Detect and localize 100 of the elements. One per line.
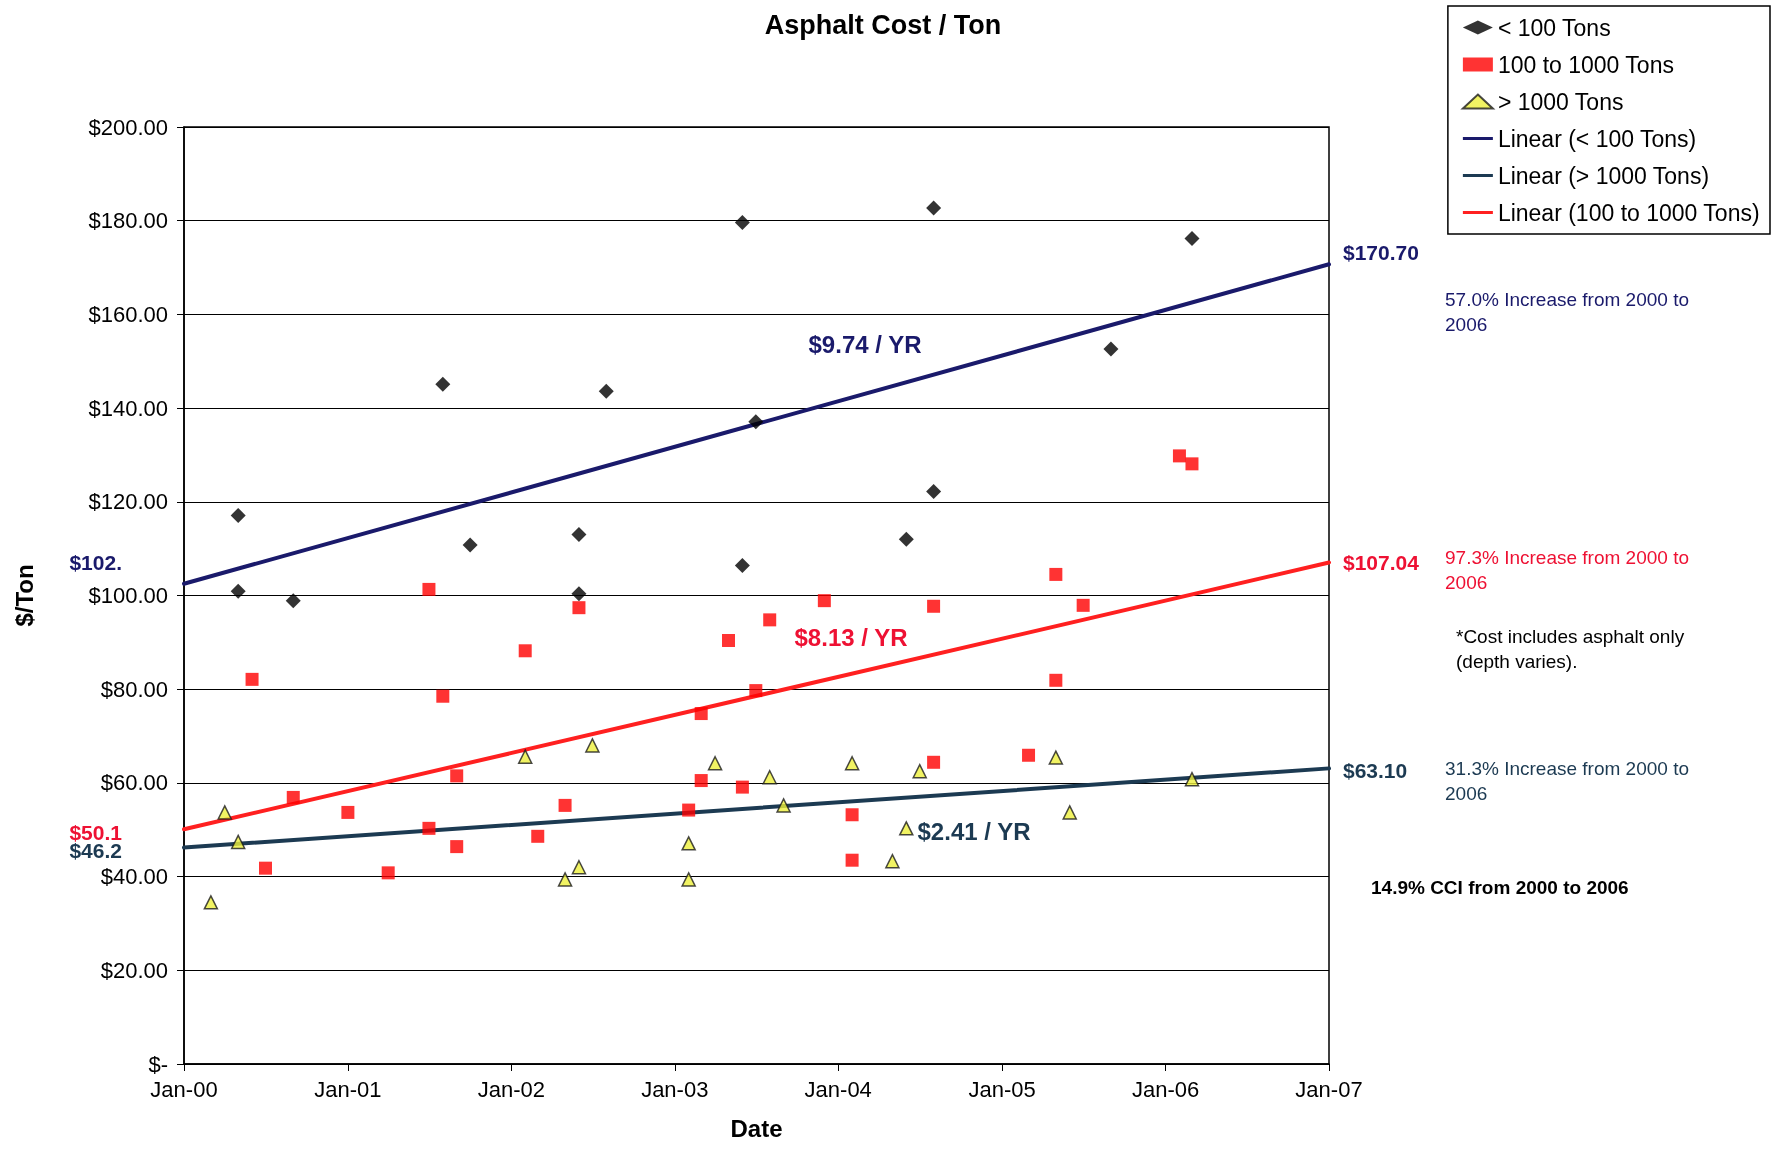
point xyxy=(259,861,272,875)
legend-label: Linear (> 1000 Tons) xyxy=(1497,162,1710,189)
point xyxy=(762,770,777,785)
point xyxy=(230,507,246,523)
point xyxy=(1184,771,1200,787)
text: $102. xyxy=(69,551,122,574)
point xyxy=(734,215,750,231)
y-tick-label: $200.00 xyxy=(88,114,168,140)
x-tick-label: Jan-05 xyxy=(968,1076,1036,1102)
point xyxy=(735,780,749,794)
y-axis-title: $/Ton xyxy=(10,564,38,627)
annotation: $170.70 xyxy=(1343,240,1419,264)
y-tick-label: $60.00 xyxy=(100,770,168,796)
y-tick-label: $160.00 xyxy=(88,301,168,327)
text: 57.0% Increase from 2000 to 2006 xyxy=(1445,289,1695,335)
point xyxy=(776,798,791,813)
x-tick-label: Jan-01 xyxy=(314,1076,382,1102)
point xyxy=(885,853,900,869)
point xyxy=(450,840,464,854)
point xyxy=(245,672,259,686)
point xyxy=(899,821,914,836)
annotation: $107.04 xyxy=(1343,551,1420,575)
point xyxy=(1048,750,1064,765)
point xyxy=(681,872,696,887)
point xyxy=(531,829,545,843)
point xyxy=(462,537,478,553)
point xyxy=(1172,449,1186,463)
point xyxy=(381,866,395,880)
x-tick-label: Jan-06 xyxy=(1131,1076,1200,1102)
point xyxy=(927,755,941,769)
text: 31.3% Increase from 2000 to 2006 xyxy=(1445,758,1695,804)
point xyxy=(571,859,587,875)
point xyxy=(1103,341,1119,357)
point xyxy=(845,808,859,822)
point xyxy=(558,798,572,812)
point xyxy=(203,895,219,910)
point xyxy=(1022,748,1036,762)
point xyxy=(557,872,573,887)
point xyxy=(926,200,942,216)
x-tick-label: Jan-03 xyxy=(641,1076,709,1102)
y-tick-label: $120.00 xyxy=(88,489,168,515)
y-tick-label: $80.00 xyxy=(100,676,168,702)
point xyxy=(571,586,587,602)
text: 97.3% Increase from 2000 to 2006 xyxy=(1445,547,1695,593)
point xyxy=(341,805,355,819)
point xyxy=(682,803,696,817)
point xyxy=(817,594,831,608)
point xyxy=(435,376,451,392)
chart-title: Asphalt Cost / Ton xyxy=(764,9,1002,40)
point xyxy=(422,582,436,596)
point xyxy=(749,684,763,698)
annotation: $9.74 / YR xyxy=(808,331,922,358)
y-tick-label: $100.00 xyxy=(88,583,168,608)
point xyxy=(572,601,586,615)
point xyxy=(585,738,600,753)
x-tick-label: Jan-04 xyxy=(804,1076,872,1102)
point xyxy=(1062,805,1077,820)
y-tick-label: $180.00 xyxy=(88,208,168,234)
legend-label: 100 to 1000 Tons xyxy=(1497,51,1674,78)
point xyxy=(436,689,450,703)
point xyxy=(1049,567,1063,581)
point xyxy=(518,644,532,658)
annotation: $2.41 / YR xyxy=(917,818,1031,845)
legend-label: Linear (100 to 1000 Tons) xyxy=(1497,199,1760,226)
point xyxy=(707,755,723,771)
point xyxy=(898,531,914,547)
point xyxy=(927,599,941,613)
text: 14.9% CCI from 2000 to 2006 xyxy=(1371,877,1629,898)
point xyxy=(217,805,232,820)
x-axis-title: Date xyxy=(730,1114,783,1142)
point xyxy=(450,769,464,783)
point xyxy=(285,593,301,609)
point xyxy=(1184,231,1200,246)
point xyxy=(748,414,764,430)
legend-label: Linear (< 100 Tons) xyxy=(1497,125,1697,152)
y-tick-label: $140.00 xyxy=(88,395,168,421)
point xyxy=(286,790,300,804)
x-tick-label: Jan-07 xyxy=(1295,1076,1363,1102)
point xyxy=(230,834,246,850)
point xyxy=(694,707,708,721)
x-tick-label: Jan-00 xyxy=(150,1076,218,1102)
point xyxy=(681,836,696,851)
x-tick-label: Jan-02 xyxy=(477,1076,545,1102)
y-tick-label: $40.00 xyxy=(100,864,168,890)
point xyxy=(1185,457,1199,471)
point xyxy=(571,527,587,543)
y-tick-label: $20.00 xyxy=(100,957,168,983)
y-tick-label: $- xyxy=(148,1051,168,1077)
point xyxy=(912,763,927,779)
point xyxy=(230,583,246,599)
point xyxy=(763,613,777,627)
point xyxy=(422,821,436,835)
point xyxy=(1049,673,1063,687)
point xyxy=(845,853,859,867)
legend-label: > 1000 Tons xyxy=(1497,88,1624,115)
point xyxy=(1076,598,1090,612)
legend-label: < 100 Tons xyxy=(1497,14,1611,41)
text: *Cost includes asphalt only (depth varies). xyxy=(1456,626,1690,672)
annotation: $8.13 / YR xyxy=(794,624,908,651)
point xyxy=(517,749,533,764)
